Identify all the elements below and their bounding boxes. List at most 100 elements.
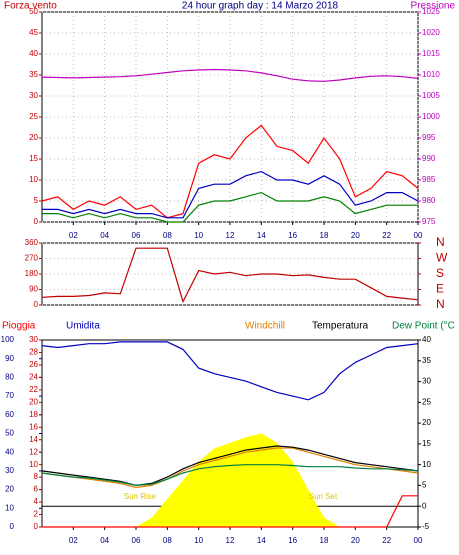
- y3-tick-label: 0: [34, 522, 39, 531]
- y2-tick-label: E: [436, 282, 444, 296]
- y2-tick-label: 1015: [422, 49, 440, 58]
- y3-tick-label: 4: [34, 497, 39, 506]
- y3-tick-label: 20: [29, 397, 38, 406]
- annotation: Sun Set: [309, 492, 338, 501]
- x-tick-label: 06: [132, 536, 141, 545]
- y3-tick-label: 16: [29, 422, 38, 431]
- y-tick-label: 0: [34, 300, 39, 309]
- y-tick-label: 30: [5, 466, 14, 475]
- y3-tick-label: 30: [29, 335, 38, 344]
- y-tick-label: 10: [29, 175, 38, 184]
- y3-tick-label: 6: [34, 485, 39, 494]
- y-tick-label: 50: [5, 429, 14, 438]
- y3-tick-label: 18: [29, 410, 38, 419]
- sun-area: [42, 433, 418, 527]
- x-tick-label: 10: [194, 536, 203, 545]
- x-tick-label: 14: [257, 536, 266, 545]
- series-line: [41, 68, 419, 82]
- y3-tick-label: 14: [29, 435, 38, 444]
- x-tick-label: 08: [163, 536, 172, 545]
- y-tick-label: 30: [29, 91, 38, 100]
- x-tick-label: 14: [257, 231, 266, 240]
- y2-tick-label: N: [436, 235, 445, 249]
- y2-tick-label: -5: [422, 522, 430, 531]
- x-tick-label: 22: [382, 536, 391, 545]
- y3-tick-label: 26: [29, 360, 38, 369]
- x-tick-label: 04: [100, 536, 109, 545]
- x-tick-label: 20: [351, 536, 360, 545]
- legend-entry: Windchill: [245, 321, 285, 332]
- legend-entry: Pioggia: [2, 321, 36, 332]
- y2-tick-label: 15: [422, 439, 431, 448]
- y2-tick-label: 1025: [422, 7, 440, 16]
- x-tick-label: 00: [414, 536, 423, 545]
- y2-tick-label: 20: [422, 418, 431, 427]
- y3-tick-label: 10: [29, 460, 38, 469]
- y2-tick-label: N: [436, 297, 445, 311]
- y-tick-label: 50: [29, 7, 38, 16]
- x-tick-label: 22: [382, 231, 391, 240]
- y-tick-label: 10: [5, 503, 14, 512]
- x-tick-label: 18: [320, 536, 329, 545]
- legend-entry: Dew Point (°C: [392, 321, 455, 332]
- annotation: Sun Rise: [124, 492, 157, 501]
- y2-tick-label: 35: [422, 356, 431, 365]
- y2-tick-label: 0: [422, 501, 427, 510]
- y-tick-label: 70: [5, 391, 14, 400]
- y-tick-label: 0: [34, 217, 39, 226]
- wind-label: Forza vento: [4, 1, 57, 12]
- y-tick-label: 20: [5, 485, 14, 494]
- y3-tick-label: 28: [29, 348, 38, 357]
- y-tick-label: 35: [29, 70, 38, 79]
- y2-tick-label: 30: [422, 377, 431, 386]
- y-tick-label: 90: [29, 285, 38, 294]
- y-tick-label: 25: [29, 112, 38, 121]
- x-tick-label: 10: [194, 231, 203, 240]
- y-tick-label: 180: [25, 269, 39, 278]
- x-tick-label: 02: [69, 536, 78, 545]
- series-line: [41, 464, 419, 487]
- y2-tick-label: 975: [422, 217, 436, 226]
- y2-tick-label: W: [436, 251, 448, 265]
- chart-title: 24 hour graph day : 14 Marzo 2018: [182, 1, 339, 12]
- y3-tick-label: 22: [29, 385, 38, 394]
- y-tick-label: 40: [29, 49, 38, 58]
- series-line: [41, 445, 419, 487]
- legend-entry: Temperatura: [312, 321, 369, 332]
- series-line: [41, 247, 419, 304]
- x-tick-label: 12: [226, 231, 235, 240]
- y2-tick-label: 1010: [422, 70, 440, 79]
- y2-tick-label: S: [436, 266, 444, 280]
- y2-tick-label: 10: [422, 460, 431, 469]
- legend-entry: Umidita: [66, 321, 100, 332]
- y3-tick-label: 8: [34, 472, 39, 481]
- y2-tick-label: 25: [422, 397, 431, 406]
- y3-tick-label: 12: [29, 447, 38, 456]
- x-tick-label: 16: [288, 231, 297, 240]
- series-line: [41, 124, 419, 219]
- x-tick-label: 16: [288, 536, 297, 545]
- y-tick-label: 60: [5, 410, 14, 419]
- y-tick-label: 90: [5, 354, 14, 363]
- y-tick-label: 270: [25, 254, 39, 263]
- series-line: [42, 170, 419, 219]
- y-tick-label: 15: [29, 154, 38, 163]
- y-tick-label: 360: [25, 238, 39, 247]
- y2-tick-label: 985: [422, 175, 436, 184]
- series-line: [42, 495, 418, 528]
- y-tick-label: 40: [5, 447, 14, 456]
- series-line: [41, 341, 419, 401]
- x-tick-label: 06: [132, 231, 141, 240]
- x-tick-label: 04: [100, 231, 109, 240]
- y2-tick-label: 995: [422, 133, 436, 142]
- x-tick-label: 00: [414, 231, 423, 240]
- x-tick-label: 02: [69, 231, 78, 240]
- x-tick-label: 20: [351, 231, 360, 240]
- y2-tick-label: 1020: [422, 28, 440, 37]
- y2-tick-label: 40: [422, 335, 431, 344]
- series-line: [41, 447, 419, 489]
- y-tick-label: 20: [29, 133, 38, 142]
- x-tick-label: 12: [226, 536, 235, 545]
- y2-tick-label: 990: [422, 154, 436, 163]
